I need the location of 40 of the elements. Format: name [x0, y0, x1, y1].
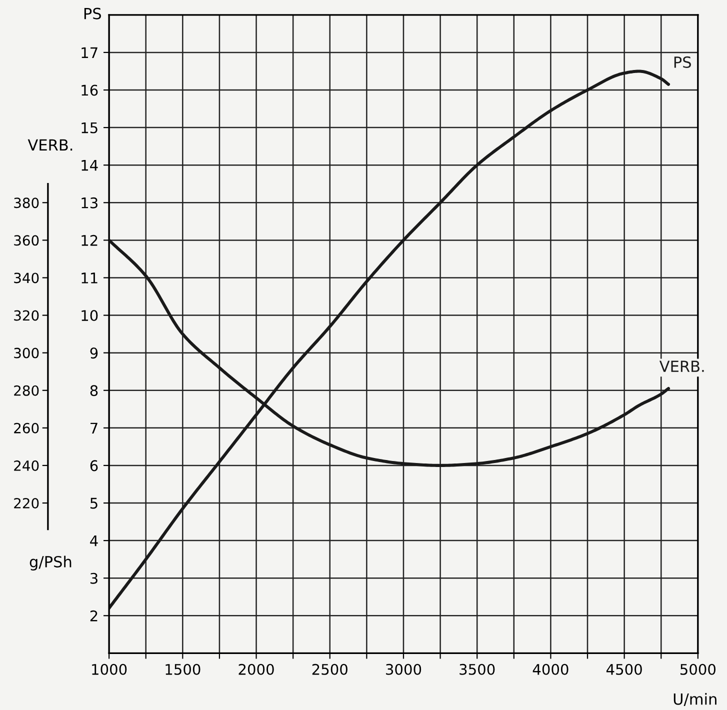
y2-tick-label: 300 [14, 348, 39, 358]
series-label: VERB. [659, 360, 704, 372]
y2-tick-label: 280 [14, 385, 39, 396]
series-label: PS [674, 56, 691, 68]
y-tick-label: 6 [90, 460, 98, 472]
x-tick-label: 3500 [460, 664, 495, 675]
y-tick-label: 14 [82, 160, 98, 171]
y-tick-label: 7 [90, 422, 98, 434]
y2-axis-title: VERB. [28, 139, 72, 151]
y2-tick-label: 220 [14, 498, 39, 508]
y-tick-label: 2 [90, 610, 98, 622]
x-tick-label: 2500 [312, 664, 348, 675]
y-tick-label: 17 [82, 47, 98, 58]
y-tick-label: 11 [82, 272, 98, 284]
x-tick-label: 4500 [606, 664, 642, 675]
y-tick-label: 10 [82, 310, 98, 322]
x-tick-label: 1000 [92, 664, 127, 675]
y-tick-label: 12 [82, 234, 98, 246]
y-tick-label: 5 [90, 498, 98, 509]
y-tick-label: 9 [90, 348, 98, 359]
x-tick-label: 5000 [680, 664, 716, 675]
y2-tick-label: 240 [14, 460, 39, 471]
y2-tick-label: 360 [14, 235, 39, 246]
y-tick-label: 8 [90, 385, 98, 396]
y2-tick-label: 260 [14, 422, 39, 434]
y-tick-label: 15 [82, 122, 98, 134]
x-tick-label: 2000 [238, 664, 274, 675]
y-tick-label: 3 [90, 572, 98, 584]
y-axis-title: PS [84, 8, 101, 20]
y-tick-label: 4 [90, 535, 98, 546]
y2-tick-label: 340 [14, 272, 39, 284]
x-axis-title: U/min [674, 693, 716, 706]
y2-tick-label: 380 [14, 198, 39, 208]
y-tick-label: 16 [82, 84, 98, 96]
x-tick-label: 1500 [166, 664, 200, 675]
y-tick-label: 13 [82, 197, 98, 208]
y2-tick-label: 320 [14, 310, 39, 321]
x-tick-label: 4000 [532, 664, 568, 675]
text: g/PSh [30, 556, 72, 570]
x-tick-label: 3000 [386, 664, 422, 675]
